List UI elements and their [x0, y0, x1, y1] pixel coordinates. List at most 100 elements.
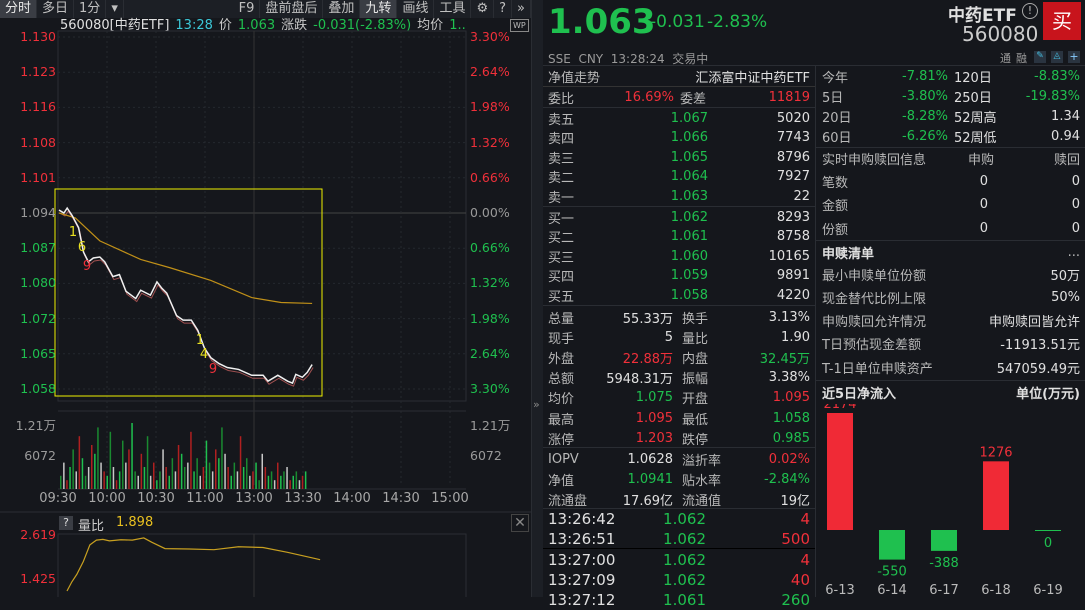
pre-post-market-button[interactable]: 盘前盘后: [260, 0, 324, 18]
volume-tick: 1.21万: [15, 418, 56, 433]
net-inflow-bar: [879, 530, 905, 560]
volume-bar: [153, 462, 155, 489]
buy-button[interactable]: 买: [1043, 2, 1081, 40]
volume-bar: [261, 453, 263, 489]
level-label: 买四: [548, 270, 575, 285]
f9-button[interactable]: F9: [234, 0, 261, 18]
level-price[interactable]: 1.059: [670, 268, 708, 283]
level-volume: 5020: [776, 110, 810, 126]
realtime-row: 笔数 0 0: [822, 171, 1080, 191]
price-pct: -2.83%: [707, 12, 768, 32]
level-price[interactable]: 1.065: [670, 149, 708, 165]
quote-row: 买四 1.059 9891: [548, 266, 810, 286]
level-price[interactable]: 1.066: [670, 130, 708, 145]
volume-bar: [118, 471, 121, 489]
draw-line-button[interactable]: 画线: [397, 0, 435, 18]
realtime-subscribe: 0: [979, 220, 988, 236]
volume-bar: [109, 431, 112, 489]
nav-trend-link[interactable]: 净值走势: [548, 70, 601, 86]
net-inflow-date: 6-14: [877, 583, 907, 597]
nine-turn-marker: 4: [200, 347, 208, 362]
nine-turn-button[interactable]: 九转: [360, 0, 398, 18]
creation-label: 最小申赎单位份额: [822, 268, 927, 284]
stat-label: 贴水率: [682, 474, 722, 490]
level-price[interactable]: 1.058: [670, 287, 708, 303]
stat-value: 1.075: [635, 390, 673, 406]
close-indicator-icon[interactable]: ✕: [511, 514, 529, 532]
stat-label: 跌停: [682, 432, 709, 448]
price-tick: 1.101: [20, 169, 56, 185]
level-label: 卖三: [548, 151, 575, 167]
add-watchlist-icon[interactable]: +: [1068, 50, 1080, 63]
info-icon[interactable]: !: [1022, 3, 1038, 19]
volume-bar: [100, 462, 102, 489]
stat-value: 1.095: [772, 390, 810, 406]
volume-bar: [106, 475, 108, 489]
level-price[interactable]: 1.060: [670, 248, 708, 264]
creation-row: 申购赎回允许情况 申购赎回皆允许: [822, 311, 1080, 331]
stat-value: 0.985: [772, 430, 810, 446]
volume-bar: [128, 449, 130, 489]
trade-time: 13:26:42: [548, 510, 616, 528]
overlay-button[interactable]: 叠加: [323, 0, 361, 18]
wp-icon[interactable]: WP: [510, 19, 529, 32]
volume-tick: 6072: [24, 448, 56, 463]
period-dropdown-icon[interactable]: ▾: [106, 0, 124, 18]
period-label: 250日: [954, 90, 992, 106]
help-icon[interactable]: ?: [494, 0, 513, 18]
period-return: -3.80%: [902, 88, 948, 104]
pct-tick: 1.32%: [470, 134, 510, 150]
trade-time: 13:27:09: [548, 571, 616, 589]
volume-bar: [60, 475, 62, 489]
trade-row: 13:27:09 1.062 40: [548, 570, 810, 590]
level-price[interactable]: 1.061: [670, 229, 708, 244]
stat-value: 1.203: [635, 430, 673, 446]
more-button[interactable]: ...: [1067, 244, 1080, 260]
period-return: 0.94: [1051, 128, 1080, 144]
performance-row: 20日 -8.28% 52周高 1.34: [822, 106, 1080, 126]
avg-price-line: [58, 212, 313, 305]
alert-bell-icon[interactable]: ◬: [1051, 51, 1063, 63]
tab-multiday[interactable]: 多日: [37, 0, 75, 18]
stat-label: 最低: [682, 412, 709, 428]
pct-tick: 0.00%: [470, 205, 510, 220]
stock-code-large: 560080: [962, 22, 1039, 46]
level-volume: 7743: [776, 130, 810, 145]
edit-icon[interactable]: ✎: [1034, 51, 1046, 63]
level-price[interactable]: 1.067: [670, 110, 708, 126]
last-price: 1.063: [548, 2, 656, 42]
tab-intraday[interactable]: 分时: [0, 0, 38, 18]
expand-icon[interactable]: »: [512, 0, 531, 18]
price-tick: 1.116: [20, 99, 56, 115]
net-inflow-date: 6-13: [825, 583, 855, 597]
quote-row: 买三 1.060 10165: [548, 246, 810, 266]
subscribe-header: 申购: [967, 152, 994, 168]
volume-bar: [69, 467, 71, 489]
tools-button[interactable]: 工具: [434, 0, 472, 18]
fund-full-name: 汇添富中证中药ETF: [695, 70, 810, 86]
info-price: 1.063: [237, 18, 276, 33]
realtime-row: 金额 0 0: [822, 195, 1080, 215]
realtime-subscribe: 0: [979, 173, 988, 189]
level-price[interactable]: 1.063: [670, 188, 708, 204]
pct-tick: 2.64%: [470, 345, 510, 361]
gear-icon[interactable]: ⚙: [471, 0, 495, 18]
volume-bar: [255, 462, 257, 489]
price-label: 价: [218, 18, 232, 33]
volume-bar: [87, 467, 90, 489]
panel-collapse-strip[interactable]: »: [531, 0, 543, 597]
info-avg: 1..: [449, 18, 466, 33]
level-label: 买三: [548, 250, 575, 266]
level-price[interactable]: 1.064: [670, 169, 708, 184]
volume-bar: [112, 467, 115, 489]
volume-bar: [295, 471, 298, 489]
volume-bar: [72, 449, 74, 489]
tab-1min[interactable]: 1分: [74, 0, 107, 18]
ratio-help-icon[interactable]: ?: [59, 516, 73, 530]
collapse-icon[interactable]: »: [533, 398, 540, 411]
stat-value: 32.45万: [759, 351, 810, 367]
volume-bar: [252, 471, 254, 489]
volume-bar: [177, 445, 180, 489]
level-price[interactable]: 1.062: [670, 209, 708, 225]
